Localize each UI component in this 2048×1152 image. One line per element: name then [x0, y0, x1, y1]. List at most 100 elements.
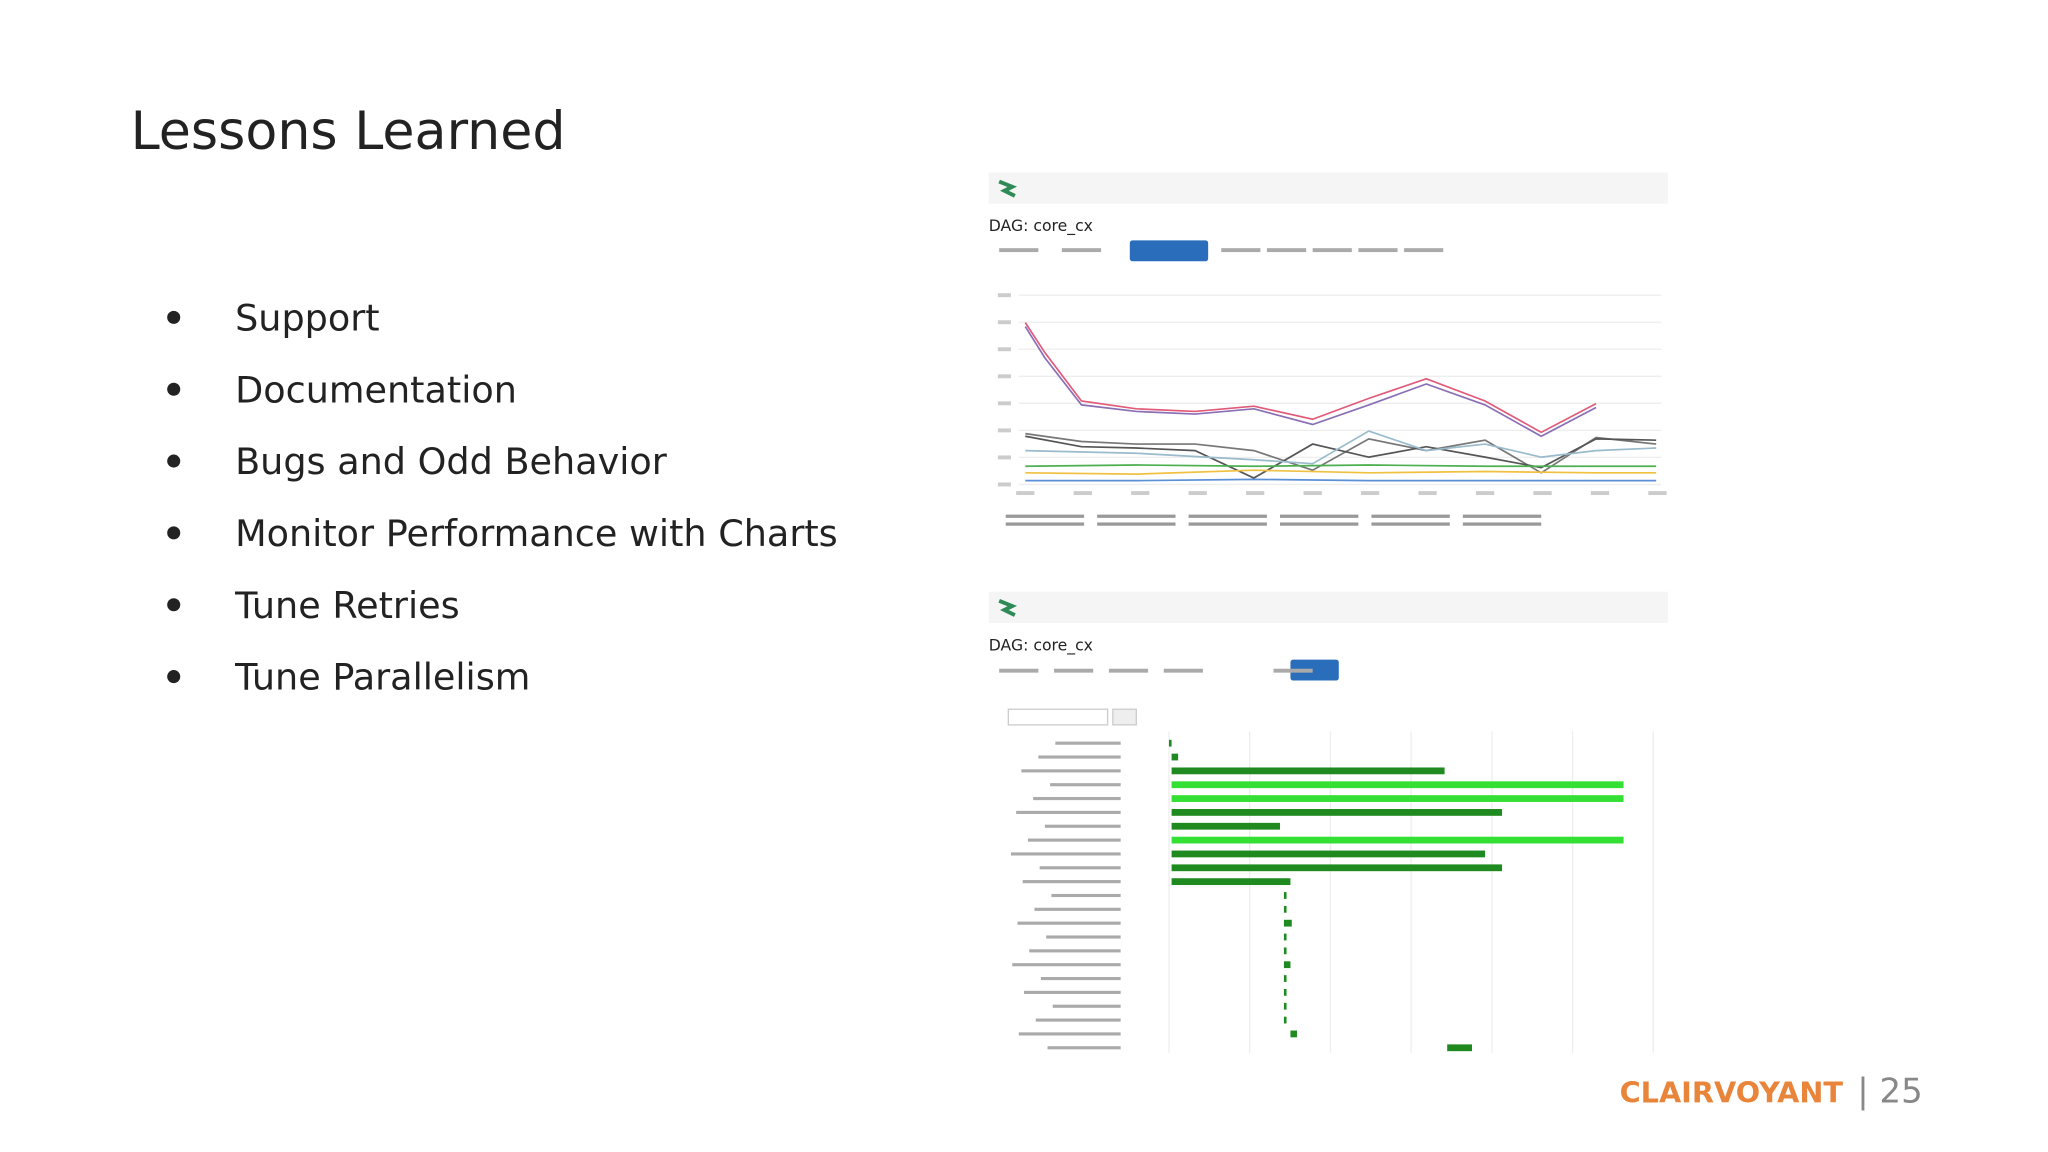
row-label [1016, 810, 1121, 814]
gantt-bar-image [1283, 892, 1287, 899]
row-label [1022, 880, 1121, 884]
row-label [1027, 838, 1121, 842]
series-line-image [1024, 322, 1597, 434]
axis-label [1475, 491, 1495, 496]
bullet-text: Support [235, 296, 380, 339]
tab [1358, 248, 1398, 253]
screenshot-task-duration: DAG: core_cx [988, 169, 1668, 539]
bullet-text: Tune Retries [234, 584, 460, 627]
row-label [1044, 824, 1121, 828]
line-chart-image [997, 248, 1667, 526]
legend-entry [1005, 522, 1085, 526]
axis-label [1648, 491, 1667, 496]
tab [999, 248, 1039, 253]
series-line-image [1025, 430, 1657, 465]
row-label [1033, 796, 1121, 801]
tab [1221, 248, 1261, 253]
legend-entry [1280, 514, 1359, 518]
row-label [1051, 893, 1121, 898]
page-number: | 25 [1857, 1071, 1922, 1111]
dag-heading: DAG: core_cx [989, 216, 1093, 236]
bullet-list: Support Documentation Bugs and Odd Behavio… [167, 296, 838, 699]
legend-entry [1097, 514, 1176, 518]
logo [998, 598, 1018, 617]
bullet-dot [167, 598, 181, 612]
axis-label [997, 482, 1011, 487]
axis-label [1131, 491, 1150, 496]
gantt-bar-image [1283, 988, 1287, 996]
bullet-text: Bugs and Odd Behavior [235, 440, 668, 483]
gantt-bar-image [1290, 1030, 1297, 1038]
tab [1312, 248, 1352, 253]
axis-label [997, 320, 1011, 325]
axis-label [1590, 491, 1610, 496]
row-label [1024, 990, 1121, 994]
axis-label [1533, 491, 1552, 496]
axis-label [997, 455, 1011, 460]
legend-entry [1462, 514, 1542, 518]
row-label [1052, 1004, 1121, 1008]
row-label [1035, 1018, 1121, 1022]
gantt-bar-image [1283, 947, 1287, 955]
axis-label [1418, 491, 1437, 496]
navbar [988, 591, 1668, 624]
row-label [1046, 935, 1121, 939]
legend-entry [1097, 522, 1176, 526]
legend-entry [1280, 522, 1359, 526]
legend-entry [1005, 514, 1085, 518]
active-tab [1129, 240, 1209, 262]
series-line-image [1025, 464, 1657, 468]
tab [1061, 248, 1102, 253]
gantt-bar-image [1283, 1016, 1287, 1024]
gantt-bar-image [1171, 836, 1624, 844]
axis-label [997, 428, 1011, 433]
row-label [1047, 1046, 1121, 1050]
bullet-dot [167, 526, 181, 540]
bullet-dot [167, 454, 181, 468]
row-label [1029, 949, 1121, 953]
series-line-image [1025, 435, 1657, 479]
bullet-dot [167, 310, 181, 324]
axis-label [1246, 491, 1265, 496]
gantt-bar-image [1171, 864, 1503, 872]
gantt-bar-image [1171, 767, 1445, 775]
tab [1163, 668, 1203, 673]
gantt-bar-image [1283, 975, 1287, 982]
screenshot-bg [988, 169, 1668, 539]
legend-entry [1188, 514, 1267, 518]
row-label [1010, 852, 1121, 856]
row-label [1034, 907, 1121, 911]
gantt-image [999, 668, 1654, 1053]
axis-label [997, 293, 1011, 298]
active-tab [1290, 659, 1339, 681]
series-line-image [1024, 326, 1597, 438]
legend-entry [1371, 522, 1450, 526]
go-button [1112, 708, 1137, 726]
axis-label [997, 374, 1011, 379]
legend-entry [1371, 514, 1450, 518]
row-label [1038, 755, 1121, 759]
gantt-bar-image [1283, 1002, 1287, 1010]
row-label [1050, 783, 1121, 787]
legend-entry [1188, 522, 1267, 526]
tab [1266, 248, 1307, 253]
axis-label [1016, 491, 1035, 496]
row-label [1040, 976, 1121, 981]
axis-label [997, 347, 1011, 352]
gantt-bar-image [1447, 1044, 1472, 1052]
axis-label [1073, 491, 1092, 496]
gantt-bar-image [1171, 753, 1179, 761]
gantt-bar-image [1283, 933, 1287, 941]
navbar [988, 172, 1668, 204]
bullet-text: Monitor Performance with Charts [235, 512, 838, 555]
bullet-text: Tune Parallelism [234, 656, 530, 699]
tab [1404, 248, 1444, 253]
dag-heading: DAG: core_cx [989, 635, 1093, 655]
logo [998, 179, 1018, 198]
gantt-bar-image [1171, 809, 1503, 816]
gantt-bar-image [1171, 850, 1486, 858]
tab [1108, 668, 1149, 673]
gantt-bar-image [1171, 878, 1291, 886]
legend-entry [1462, 522, 1542, 526]
